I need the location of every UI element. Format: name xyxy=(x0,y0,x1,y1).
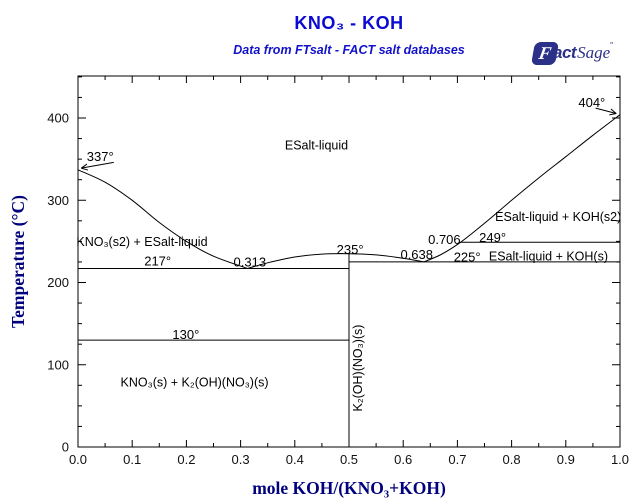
x-tick-label: 0.3 xyxy=(232,452,250,467)
region-label: ESalt-liquid xyxy=(285,139,348,153)
logo-trademark-icon: ″ xyxy=(610,41,613,50)
logo-text-act: act xyxy=(553,43,577,62)
region-label: ESalt-liquid + KOH(s2) xyxy=(495,210,621,224)
x-tick-label: 0.2 xyxy=(177,452,195,467)
annotation-arrowhead xyxy=(80,163,88,169)
region-label: ESalt-liquid + KOH(s) xyxy=(489,250,608,264)
x-tick-label: 0.4 xyxy=(286,452,304,467)
point-label: 217° xyxy=(144,254,171,269)
y-tick-label: 400 xyxy=(47,111,69,126)
phase-boundary-liquidus-K2OHNO3-dome xyxy=(247,253,424,269)
y-axis-title: Temperature (°C) xyxy=(8,195,28,328)
x-tick-label: 0.0 xyxy=(69,452,87,467)
x-tick-label: 0.9 xyxy=(557,452,575,467)
x-axis-title: mole KOH/(KNO₃+KOH) xyxy=(252,478,446,498)
annotation-arrowhead xyxy=(609,112,617,116)
x-tick-label: 0.1 xyxy=(123,452,141,467)
region-label: KNO₃(s) + K₂(OH)(NO₃)(s) xyxy=(121,376,269,390)
point-label: 0.638 xyxy=(400,247,433,262)
y-tick-label: 200 xyxy=(47,275,69,290)
point-label: 0.706 xyxy=(428,232,461,247)
point-label: 404° xyxy=(578,95,605,110)
region-label: K₂(OH)(NO₃)(s) xyxy=(351,325,365,412)
x-tick-label: 0.5 xyxy=(340,452,358,467)
chart-title: KNO₃ - KOH xyxy=(294,13,404,33)
point-label: 235° xyxy=(337,242,364,257)
point-label: 130° xyxy=(172,327,199,342)
annotation-arrow xyxy=(81,161,114,169)
point-label: 337° xyxy=(87,149,114,164)
point-label: 249° xyxy=(479,230,506,245)
annotation-arrowhead xyxy=(81,167,89,171)
x-tick-label: 0.8 xyxy=(503,452,521,467)
point-label: 0.313 xyxy=(234,254,267,269)
y-tick-label: 0 xyxy=(62,440,69,455)
annotation-arrow xyxy=(595,107,617,114)
logo-text-sage: Sage xyxy=(577,43,611,62)
x-tick-label: 0.6 xyxy=(394,452,412,467)
y-tick-label: 100 xyxy=(47,357,69,372)
point-label: 225° xyxy=(454,250,481,265)
phase-boundary-liquidus-KOH xyxy=(423,114,621,263)
y-tick-label: 300 xyxy=(47,193,69,208)
chart-subtitle: Data from FTsalt - FACT salt databases xyxy=(233,43,465,57)
annotation-arrowhead xyxy=(610,108,617,114)
x-tick-label: 0.7 xyxy=(448,452,466,467)
phase-boundary-liquidus-KNO3-s2 xyxy=(77,169,248,269)
region-label: KNO₃(s2) + ESalt-liquid xyxy=(76,235,207,249)
x-tick-label: 1.0 xyxy=(611,452,629,467)
